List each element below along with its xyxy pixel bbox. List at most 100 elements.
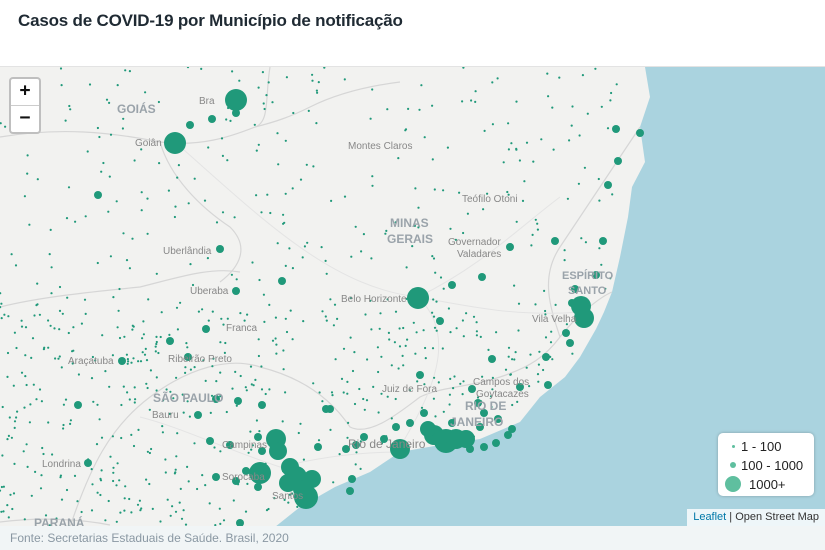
case-marker-small[interactable] (495, 331, 498, 334)
case-marker-small[interactable] (8, 416, 11, 419)
case-marker-small[interactable] (254, 378, 257, 381)
case-marker-small[interactable] (323, 67, 326, 69)
case-marker-small[interactable] (88, 83, 92, 86)
case-marker-small[interactable] (513, 358, 516, 361)
case-marker-small[interactable] (11, 507, 14, 511)
case-marker-small[interactable] (255, 149, 258, 152)
case-marker-small[interactable] (64, 119, 67, 122)
case-marker-small[interactable] (184, 523, 188, 526)
case-marker-small[interactable] (7, 434, 10, 437)
case-marker-small[interactable] (321, 310, 324, 313)
case-marker-small[interactable] (222, 323, 225, 326)
case-marker-small[interactable] (316, 91, 319, 94)
case-marker-small[interactable] (133, 386, 136, 389)
case-marker-small[interactable] (268, 388, 271, 391)
case-marker-small[interactable] (615, 83, 618, 86)
case-marker-small[interactable] (7, 516, 10, 519)
case-marker-small[interactable] (266, 193, 269, 196)
case-marker-small[interactable] (306, 241, 309, 244)
case-marker-small[interactable] (233, 216, 236, 219)
case-marker-small[interactable] (130, 511, 133, 514)
case-marker-small[interactable] (161, 431, 164, 434)
case-marker-small[interactable] (118, 479, 121, 482)
case-marker-small[interactable] (251, 261, 254, 264)
case-marker-small[interactable] (24, 326, 28, 329)
case-marker-small[interactable] (182, 509, 185, 512)
case-marker-small[interactable] (68, 104, 71, 108)
case-marker-small[interactable] (255, 194, 258, 197)
case-marker-small[interactable] (462, 335, 465, 338)
case-marker-small[interactable] (12, 492, 16, 495)
case-marker-small[interactable] (0, 510, 3, 513)
case-marker-small[interactable] (154, 345, 157, 348)
case-marker-small[interactable] (169, 390, 172, 393)
case-marker-medium[interactable] (551, 237, 559, 245)
case-marker-small[interactable] (540, 138, 543, 141)
case-marker-small[interactable] (184, 366, 187, 369)
case-marker-small[interactable] (175, 306, 179, 309)
case-marker-small[interactable] (115, 200, 118, 203)
case-marker-medium[interactable] (94, 191, 102, 199)
case-marker-small[interactable] (62, 427, 65, 430)
case-marker-small[interactable] (162, 399, 165, 402)
case-marker-small[interactable] (131, 328, 134, 331)
case-marker-small[interactable] (128, 70, 131, 73)
case-marker-small[interactable] (2, 510, 5, 513)
case-marker-small[interactable] (203, 199, 207, 202)
case-marker-small[interactable] (491, 388, 494, 391)
case-marker-small[interactable] (359, 440, 362, 443)
case-marker-small[interactable] (324, 315, 327, 318)
case-marker-small[interactable] (285, 330, 289, 334)
case-marker-small[interactable] (80, 510, 83, 514)
case-marker-small[interactable] (257, 338, 260, 341)
case-marker-small[interactable] (100, 469, 103, 472)
case-marker-small[interactable] (369, 117, 372, 120)
case-marker-small[interactable] (109, 133, 113, 136)
case-marker-small[interactable] (100, 170, 103, 173)
case-marker-medium[interactable] (504, 431, 512, 439)
case-marker-small[interactable] (302, 458, 305, 461)
case-marker-large[interactable] (457, 430, 475, 448)
case-marker-small[interactable] (570, 124, 573, 127)
case-marker-small[interactable] (282, 349, 285, 352)
case-marker-small[interactable] (13, 331, 16, 334)
case-marker-small[interactable] (91, 355, 94, 359)
case-marker-small[interactable] (32, 383, 35, 386)
case-marker-small[interactable] (204, 484, 207, 487)
case-marker-small[interactable] (91, 483, 94, 486)
case-marker-small[interactable] (101, 334, 104, 337)
case-marker-small[interactable] (36, 178, 39, 181)
case-marker-small[interactable] (20, 319, 23, 322)
case-marker-small[interactable] (84, 215, 87, 218)
case-marker-small[interactable] (107, 499, 110, 503)
case-marker-small[interactable] (150, 447, 153, 451)
case-marker-small[interactable] (128, 497, 131, 501)
case-marker-small[interactable] (168, 333, 171, 336)
case-marker-small[interactable] (116, 326, 119, 329)
case-marker-small[interactable] (406, 338, 409, 341)
case-marker-small[interactable] (354, 463, 357, 466)
case-marker-small[interactable] (67, 331, 70, 335)
case-marker-small[interactable] (146, 386, 149, 390)
case-marker-small[interactable] (219, 522, 222, 525)
case-marker-small[interactable] (57, 357, 60, 360)
case-marker-small[interactable] (26, 465, 29, 468)
case-marker-small[interactable] (175, 376, 178, 379)
case-marker-medium[interactable] (212, 473, 220, 481)
case-marker-small[interactable] (346, 436, 349, 439)
case-marker-small[interactable] (414, 187, 417, 190)
case-marker-small[interactable] (517, 302, 521, 305)
case-marker-medium[interactable] (74, 401, 82, 409)
case-marker-small[interactable] (277, 163, 280, 166)
case-marker-medium[interactable] (212, 395, 220, 403)
case-marker-small[interactable] (7, 315, 10, 318)
case-marker-small[interactable] (120, 403, 123, 407)
case-marker-small[interactable] (431, 347, 435, 350)
case-marker-medium[interactable] (232, 477, 240, 485)
case-marker-medium[interactable] (436, 317, 444, 325)
case-marker-medium[interactable] (202, 325, 210, 333)
case-marker-small[interactable] (173, 472, 176, 475)
case-marker-small[interactable] (90, 468, 93, 471)
case-marker-small[interactable] (108, 175, 111, 178)
case-marker-small[interactable] (212, 357, 215, 360)
